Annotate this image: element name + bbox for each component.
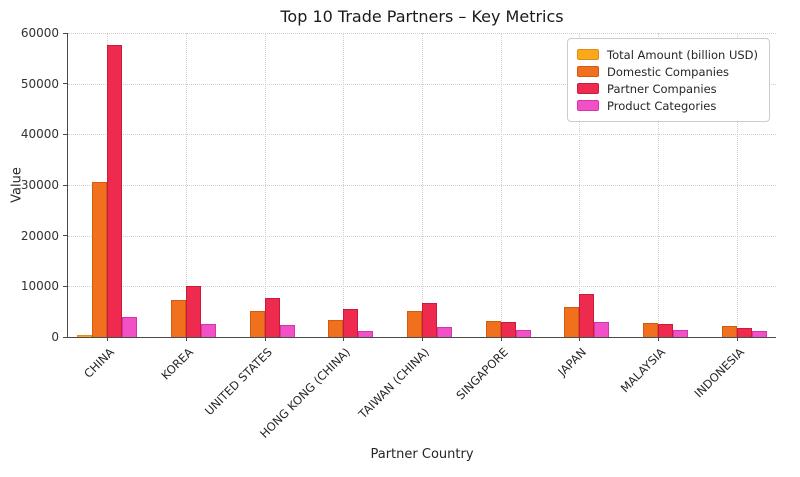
y-tick-label: 10000 xyxy=(20,279,59,294)
bar-domestic-companies xyxy=(249,310,265,337)
bar-product-categories xyxy=(201,323,216,337)
legend-label: Domestic Companies xyxy=(607,64,730,79)
gridline-vertical xyxy=(422,33,423,337)
bar-domestic-companies xyxy=(328,319,344,337)
legend-swatch xyxy=(577,66,600,77)
legend-label: Partner Companies xyxy=(607,81,717,96)
y-tick-label: 50000 xyxy=(20,76,59,91)
gridline-vertical xyxy=(186,33,187,337)
gridline-vertical xyxy=(736,33,738,337)
legend-item: Domestic Companies xyxy=(577,63,758,80)
bar-product-categories xyxy=(751,331,767,337)
bar-domestic-companies xyxy=(643,322,658,337)
bar-product-categories xyxy=(279,325,295,337)
legend-swatch xyxy=(577,100,600,111)
legend-item: Partner Companies xyxy=(577,80,758,97)
y-tick-label: 40000 xyxy=(20,127,59,142)
y-tick-label: 30000 xyxy=(20,178,59,192)
x-tick-mark xyxy=(422,337,423,341)
y-tick-mark xyxy=(63,83,67,85)
bar-product-categories xyxy=(515,329,531,337)
bar-domestic-companies xyxy=(564,306,580,337)
bar-product-categories xyxy=(594,322,610,337)
y-tick-mark xyxy=(63,285,67,287)
x-tick-mark xyxy=(343,337,345,341)
x-axis-label: Partner Country xyxy=(370,447,474,462)
legend-item: Total Amount (billion USD) xyxy=(577,46,758,63)
legend: Total Amount (billion USD) Domestic Compa… xyxy=(567,38,770,122)
bar-product-categories xyxy=(122,317,138,337)
bar-partner-companies xyxy=(264,298,280,337)
gridline-vertical xyxy=(658,33,659,337)
plot-area: 0 10000 20000 30000 40000 50000 60000 CHINA KOR… xyxy=(21,26,776,441)
bar-product-categories xyxy=(673,329,688,337)
x-tick-mark xyxy=(736,337,738,341)
x-axis-spine xyxy=(67,337,776,338)
bar-partner-companies xyxy=(500,322,516,337)
bar-partner-companies xyxy=(422,303,437,337)
bar-product-categories xyxy=(358,330,374,337)
gridline-vertical xyxy=(264,33,266,337)
y-tick-label: 20000 xyxy=(20,228,59,243)
bar-domestic-companies xyxy=(485,320,501,337)
bar-partner-companies xyxy=(736,327,752,337)
y-tick-mark xyxy=(63,184,67,186)
bar-partner-companies xyxy=(343,309,359,337)
y-tick-label: 60000 xyxy=(20,26,59,40)
bar-product-categories xyxy=(437,326,452,337)
y-tick-mark xyxy=(63,336,67,338)
legend-item: Product Categories xyxy=(577,97,758,114)
x-tick-mark xyxy=(658,337,659,341)
legend-label: Product Categories xyxy=(607,98,717,113)
y-tick-label: 0 xyxy=(51,330,59,344)
bar-domestic-companies xyxy=(171,300,186,337)
legend-swatch xyxy=(577,83,600,94)
bar-total-amount-billion-usd xyxy=(77,335,93,337)
chart-title: Top 10 Trade Partners – Key Metrics xyxy=(280,7,564,26)
bar-domestic-companies xyxy=(721,326,737,337)
x-tick-mark xyxy=(579,337,581,341)
gridline-vertical xyxy=(343,33,345,337)
x-tick-mark xyxy=(107,337,109,341)
x-tick-mark xyxy=(500,337,502,341)
y-axis-spine xyxy=(67,33,68,337)
y-tick-mark xyxy=(63,133,67,135)
gridline-vertical xyxy=(579,33,581,337)
y-tick-mark xyxy=(63,235,67,237)
x-tick-mark xyxy=(186,337,187,341)
bar-partner-companies xyxy=(107,44,123,337)
bar-domestic-companies xyxy=(407,311,422,337)
legend-swatch xyxy=(577,49,600,60)
bar-partner-companies xyxy=(658,323,673,337)
bar-domestic-companies xyxy=(92,182,108,337)
gridline-vertical xyxy=(500,33,502,337)
bar-partner-companies xyxy=(579,293,595,337)
y-tick-mark xyxy=(63,32,67,34)
x-tick-mark xyxy=(264,337,266,341)
bar-partner-companies xyxy=(186,286,201,337)
legend-label: Total Amount (billion USD) xyxy=(607,47,758,62)
